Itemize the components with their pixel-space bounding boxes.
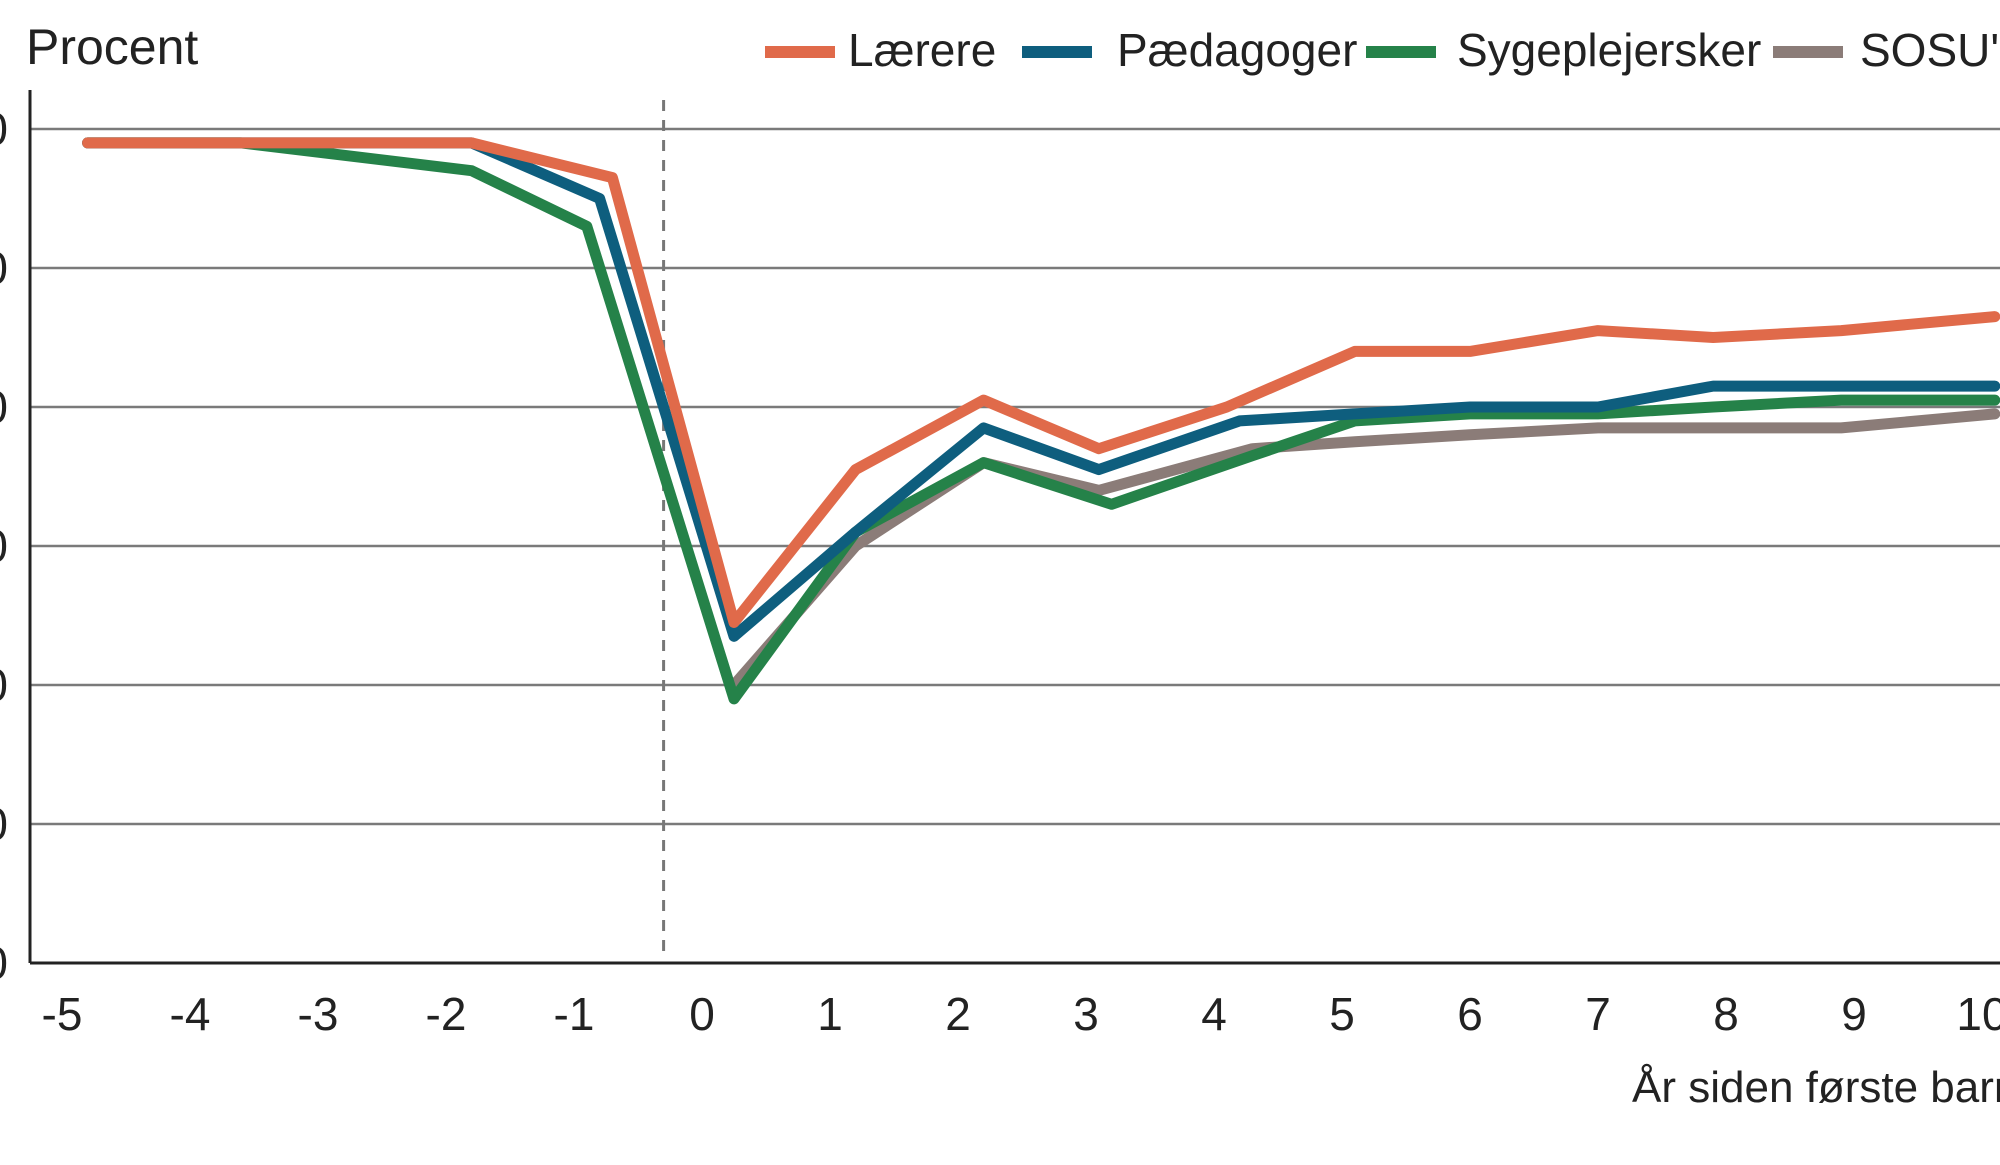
x-tick-label: 3 <box>1073 988 1099 1040</box>
series-line-4 <box>728 408 2000 691</box>
x-tick-label: 0 <box>689 988 715 1040</box>
legend-label: Pædagoger <box>1117 24 1357 76</box>
y-tick-label: 0 <box>0 242 8 294</box>
y-tick-labels: 0 0 0 0 0 0 0 <box>0 103 8 989</box>
legend-label: Lærere <box>848 24 996 76</box>
x-axis-label: År siden første barn <box>1632 1063 2000 1112</box>
y-tick-label: 0 <box>0 520 8 572</box>
x-tick-label: -5 <box>42 988 83 1040</box>
legend: Lærere Pædagoger Sygeplejersker SOSU'er <box>765 24 2000 76</box>
x-tick-label: 8 <box>1713 988 1739 1040</box>
x-tick-label: -2 <box>426 988 467 1040</box>
x-tick-label: 6 <box>1457 988 1483 1040</box>
x-tick-label: 5 <box>1329 988 1355 1040</box>
x-tick-label: 7 <box>1585 988 1611 1040</box>
x-tick-label: 4 <box>1201 988 1227 1040</box>
x-tick-label: 9 <box>1841 988 1867 1040</box>
x-tick-labels: -5 -4 -3 -2 -1 0 1 2 3 4 5 6 7 8 9 10 <box>42 988 2000 1040</box>
grid-lines <box>30 127 2000 826</box>
x-tick-label: -4 <box>170 988 211 1040</box>
y-tick-label: 0 <box>0 659 8 711</box>
y-tick-label: 0 <box>0 103 8 155</box>
x-tick-label: -3 <box>298 988 339 1040</box>
legend-label: Sygeplejersker <box>1457 24 1761 76</box>
x-tick-label: 2 <box>945 988 971 1040</box>
series-line-1 <box>82 137 2000 628</box>
axes <box>28 90 2000 965</box>
y-tick-label: 0 <box>0 381 8 433</box>
legend-label: SOSU'er <box>1860 24 2000 76</box>
y-tick-label: 0 <box>0 798 8 850</box>
series-lines <box>82 137 2000 705</box>
x-tick-label: 10 <box>1956 988 2000 1040</box>
x-tick-label: 1 <box>817 988 843 1040</box>
y-tick-label: 0 <box>0 937 8 989</box>
series-line-2 <box>82 137 2000 642</box>
x-tick-label: -1 <box>554 988 595 1040</box>
y-axis-label: Procent <box>26 19 198 75</box>
series-line-3 <box>82 137 2000 705</box>
